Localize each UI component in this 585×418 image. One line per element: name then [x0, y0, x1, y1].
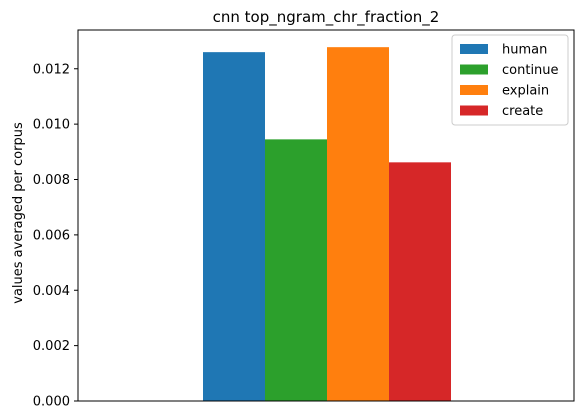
legend-label-create: create	[502, 104, 543, 119]
legend: human continue explain create	[452, 35, 568, 125]
y-tick-label: 0.010	[33, 118, 70, 133]
y-tick-label: 0.008	[33, 173, 70, 188]
y-tick-label: 0.002	[33, 339, 70, 354]
bar-create	[389, 162, 451, 401]
y-tick-label: 0.004	[33, 284, 70, 299]
chart-title: cnn top_ngram_chr_fraction_2	[213, 8, 440, 27]
legend-swatch-continue	[460, 65, 488, 75]
bar-continue	[265, 139, 327, 401]
legend-swatch-human	[460, 44, 488, 54]
bar-human	[203, 52, 265, 401]
y-axis-ticks: 0.000 0.002 0.004 0.006 0.008 0.010 0.012	[33, 62, 78, 409]
y-tick-label: 0.006	[33, 228, 70, 243]
legend-swatch-explain	[460, 85, 488, 95]
bars	[203, 47, 451, 401]
y-tick-label: 0.012	[33, 62, 70, 77]
legend-swatch-create	[460, 106, 488, 116]
legend-label-explain: explain	[502, 84, 549, 99]
legend-label-continue: continue	[502, 63, 559, 78]
y-tick-label: 0.000	[33, 395, 70, 410]
bar-explain	[327, 47, 389, 401]
legend-label-human: human	[502, 43, 547, 58]
y-axis-label: values averaged per corpus	[11, 122, 26, 304]
